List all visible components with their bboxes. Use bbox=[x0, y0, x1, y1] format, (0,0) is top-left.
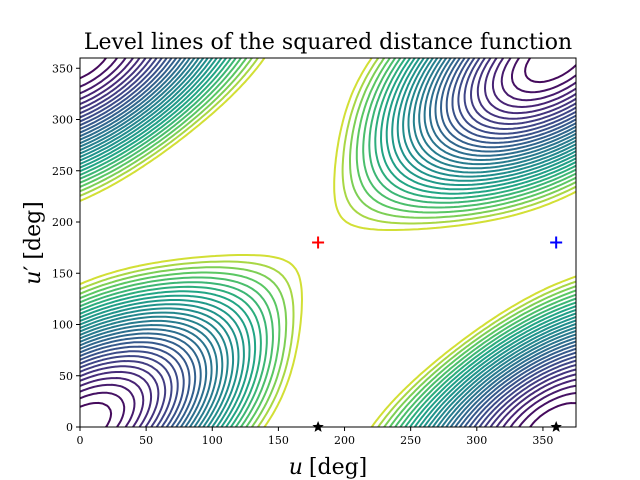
x-tick-label: 150 bbox=[268, 434, 289, 447]
x-tick-label: 0 bbox=[77, 434, 84, 447]
contour-level-11 bbox=[80, 58, 576, 427]
contour-level-22 bbox=[80, 58, 576, 427]
contour-level-3 bbox=[80, 58, 576, 427]
x-tick-label: 250 bbox=[400, 434, 421, 447]
contour-level-9 bbox=[80, 58, 576, 427]
contour-level-28 bbox=[80, 58, 576, 427]
contour-lines bbox=[80, 58, 576, 427]
y-axis-label: u′ [deg] bbox=[21, 201, 46, 285]
contour-level-12 bbox=[80, 58, 576, 427]
x-tick-label: 200 bbox=[334, 434, 355, 447]
x-axis-label: u [deg] bbox=[289, 455, 368, 480]
x-axis-ticks: 0 50 100 150 200 250 300 350 bbox=[77, 427, 553, 447]
y-tick-label: 50 bbox=[59, 370, 73, 383]
contour-level-13 bbox=[80, 58, 576, 427]
red-plus-marker bbox=[312, 236, 325, 249]
contour-level-29 bbox=[80, 58, 576, 427]
contour-level-20 bbox=[80, 58, 576, 427]
y-tick-label: 100 bbox=[52, 319, 73, 332]
contour-level-24 bbox=[80, 58, 576, 427]
y-tick-label: 350 bbox=[52, 62, 73, 75]
contour-level-6 bbox=[80, 58, 576, 427]
contour-level-7 bbox=[80, 58, 576, 427]
contour-level-4 bbox=[80, 58, 576, 427]
plot-frame bbox=[79, 57, 577, 428]
y-tick-label: 250 bbox=[52, 165, 73, 178]
contour-level-5 bbox=[80, 58, 576, 427]
chart-title: Level lines of the squared distance func… bbox=[84, 30, 572, 55]
contour-level-10 bbox=[80, 58, 576, 427]
contour-level-19 bbox=[80, 58, 576, 427]
contour-level-25 bbox=[80, 58, 576, 427]
contour-level-15 bbox=[80, 58, 576, 427]
x-axis-unit: [deg] bbox=[309, 455, 367, 480]
x-tick-label: 100 bbox=[202, 434, 223, 447]
contour-level-17 bbox=[80, 58, 576, 427]
y-axis-ticks: 0 50 100 150 200 250 300 350 bbox=[52, 62, 80, 434]
y-tick-label: 0 bbox=[66, 421, 73, 434]
x-tick-label: 300 bbox=[466, 434, 487, 447]
y-tick-label: 200 bbox=[52, 216, 73, 229]
contour-level-23 bbox=[80, 58, 576, 427]
contour-level-14 bbox=[80, 58, 576, 427]
contour-level-1 bbox=[80, 58, 576, 427]
contour-level-16 bbox=[80, 58, 576, 427]
y-axis-unit: [deg] bbox=[21, 201, 46, 259]
y-axis-variable: u bbox=[21, 271, 46, 285]
contour-level-8 bbox=[80, 58, 576, 427]
x-tick-label: 50 bbox=[139, 434, 153, 447]
black-star-1-marker bbox=[312, 421, 324, 432]
contour-level-18 bbox=[80, 58, 576, 427]
x-axis-variable: u bbox=[289, 455, 303, 480]
contour-level-21 bbox=[80, 58, 576, 427]
x-tick-label: 350 bbox=[532, 434, 553, 447]
y-tick-label: 150 bbox=[52, 267, 73, 280]
markers-layer bbox=[312, 236, 563, 432]
contour-level-2 bbox=[80, 58, 576, 427]
contour-level-26 bbox=[80, 58, 576, 427]
y-tick-label: 300 bbox=[52, 114, 73, 127]
y-axis-prime: ′ bbox=[21, 266, 46, 271]
black-star-2-marker bbox=[550, 421, 562, 432]
blue-plus-marker bbox=[550, 236, 563, 249]
